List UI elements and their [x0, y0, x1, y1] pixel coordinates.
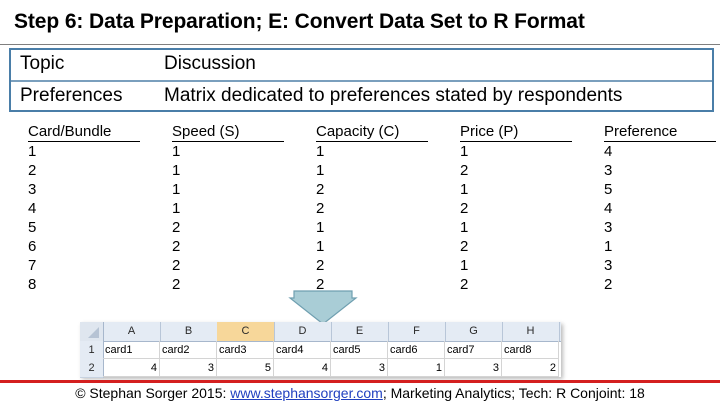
discussion-value: Matrix dedicated to preferences stated b… — [164, 85, 623, 106]
matrix-cell: 1 — [172, 143, 181, 160]
spreadsheet-column-header[interactable]: H — [502, 322, 560, 341]
matrix-column: Capacity (C) 1 1 2 2 1 1 2 2 — [316, 124, 428, 294]
title-divider — [0, 44, 720, 45]
matrix-cell: 3 — [604, 162, 613, 179]
topic-header: Topic — [20, 53, 65, 74]
matrix-column-header: Capacity (C) — [316, 124, 428, 142]
spreadsheet-column-header[interactable]: F — [388, 322, 446, 341]
matrix-cell: 1 — [172, 162, 181, 179]
spreadsheet-column-header[interactable]: D — [274, 322, 332, 341]
matrix-cell: 2 — [460, 276, 469, 293]
spreadsheet-cell[interactable]: 3 — [160, 359, 217, 377]
matrix-cell: 4 — [604, 143, 613, 160]
matrix-cell: 2 — [460, 162, 469, 179]
footer-link[interactable]: www.stephansorger.com — [230, 385, 383, 401]
spreadsheet-cell[interactable]: card4 — [274, 341, 331, 359]
spreadsheet-cell[interactable]: 3 — [445, 359, 502, 377]
spreadsheet-column-header[interactable]: G — [445, 322, 503, 341]
matrix-cell: 1 — [172, 181, 181, 198]
matrix-cell: 3 — [604, 219, 613, 236]
spreadsheet-row-header[interactable]: 2 — [80, 359, 104, 378]
slide-title: Step 6: Data Preparation; E: Convert Dat… — [14, 10, 585, 33]
spreadsheet-cell[interactable]: card6 — [388, 341, 445, 359]
matrix-cell: 2 — [604, 276, 613, 293]
matrix-cell: 1 — [316, 219, 325, 236]
matrix-cell: 6 — [28, 238, 37, 255]
matrix-cell: 7 — [28, 257, 37, 274]
select-all-triangle-icon — [88, 327, 99, 338]
matrix-column-header: Preference — [604, 124, 716, 142]
matrix-cell: 4 — [604, 200, 613, 217]
spreadsheet-cell[interactable]: card8 — [502, 341, 559, 359]
matrix-column: Preference 4 3 5 4 3 1 3 2 — [604, 124, 716, 294]
spreadsheet-column-header[interactable]: E — [331, 322, 389, 341]
matrix-column-header: Price (P) — [460, 124, 572, 142]
spreadsheet-cell[interactable]: 4 — [274, 359, 331, 377]
topic-value: Preferences — [20, 85, 123, 106]
matrix-cell: 5 — [28, 219, 37, 236]
spreadsheet-cell[interactable]: card1 — [103, 341, 160, 359]
matrix-cell: 2 — [460, 238, 469, 255]
spreadsheet-column-header[interactable]: A — [103, 322, 161, 341]
matrix-cell: 5 — [604, 181, 613, 198]
topic-table: Topic Discussion Preferences Matrix dedi… — [9, 48, 714, 112]
matrix-cell: 1 — [460, 257, 469, 274]
matrix-cell: 1 — [460, 181, 469, 198]
matrix-cell: 3 — [28, 181, 37, 198]
footer-prefix: © Stephan Sorger 2015: — [75, 385, 231, 401]
matrix-column: Price (P) 1 2 1 2 1 2 1 2 — [460, 124, 572, 294]
matrix-cell: 4 — [28, 200, 37, 217]
matrix-cell: 1 — [460, 143, 469, 160]
matrix-cell: 2 — [28, 162, 37, 179]
spreadsheet-cell[interactable]: card3 — [217, 341, 274, 359]
matrix-cell: 2 — [172, 257, 181, 274]
footer: © Stephan Sorger 2015: www.stephansorger… — [0, 385, 720, 401]
matrix-cell: 2 — [316, 257, 325, 274]
matrix-cell: 2 — [316, 276, 325, 293]
matrix-cell: 2 — [316, 181, 325, 198]
matrix-cell: 2 — [172, 219, 181, 236]
matrix-column: Speed (S) 1 1 1 1 2 2 2 2 — [172, 124, 284, 294]
matrix-cell: 1 — [316, 162, 325, 179]
footer-divider — [0, 380, 720, 383]
matrix-cell: 2 — [172, 276, 181, 293]
topic-table-header-row: Topic Discussion — [11, 50, 712, 82]
down-arrow-icon — [288, 290, 358, 325]
matrix-cell: 1 — [604, 238, 613, 255]
topic-table-row: Preferences Matrix dedicated to preferen… — [11, 82, 712, 112]
matrix-cell: 1 — [172, 200, 181, 217]
matrix-column: Card/Bundle 1 2 3 4 5 6 7 8 — [28, 124, 140, 294]
spreadsheet-row-header[interactable]: 1 — [80, 341, 104, 360]
spreadsheet-cell[interactable]: card2 — [160, 341, 217, 359]
matrix-cell: 1 — [460, 219, 469, 236]
matrix-column-header: Card/Bundle — [28, 124, 140, 142]
matrix-cell: 2 — [172, 238, 181, 255]
spreadsheet-cell[interactable]: 5 — [217, 359, 274, 377]
matrix-cell: 1 — [28, 143, 37, 160]
spreadsheet-cell[interactable]: card5 — [331, 341, 388, 359]
spreadsheet-cell[interactable]: 2 — [502, 359, 559, 377]
matrix-cell: 8 — [28, 276, 37, 293]
spreadsheet-cell[interactable]: card7 — [445, 341, 502, 359]
spreadsheet-cell[interactable]: 3 — [331, 359, 388, 377]
discussion-header: Discussion — [164, 53, 256, 74]
spreadsheet-cell[interactable]: 4 — [103, 359, 160, 377]
spreadsheet-column-header[interactable]: B — [160, 322, 218, 341]
matrix-cell: 1 — [316, 143, 325, 160]
matrix-cell: 2 — [460, 200, 469, 217]
matrix-column-header: Speed (S) — [172, 124, 284, 142]
matrix-cell: 3 — [604, 257, 613, 274]
footer-suffix: ; Marketing Analytics; Tech: R Conjoint:… — [382, 385, 645, 401]
spreadsheet-column-header[interactable]: C — [217, 322, 275, 341]
preference-matrix: Card/Bundle 1 2 3 4 5 6 7 8 Speed (S) 1 1 1 1 2 2 2 2 Capa… — [0, 124, 720, 294]
matrix-cell: 1 — [316, 238, 325, 255]
select-all-corner[interactable] — [80, 322, 104, 341]
matrix-cell: 2 — [316, 200, 325, 217]
spreadsheet-cell[interactable]: 1 — [388, 359, 445, 377]
